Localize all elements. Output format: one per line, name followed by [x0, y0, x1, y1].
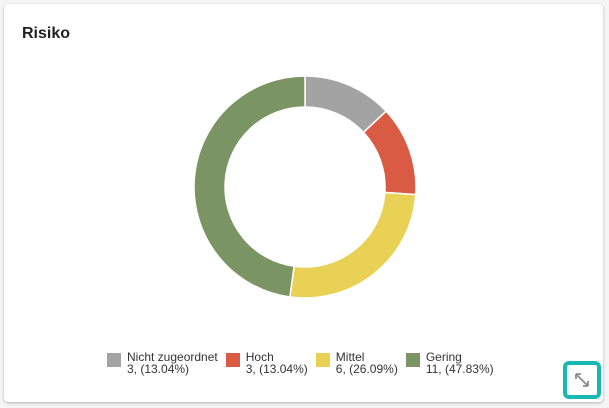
risk-chart-card: Risiko [4, 4, 603, 402]
donut-chart-svg [193, 75, 417, 299]
legend-swatch [225, 353, 240, 367]
expand-arrows-icon [573, 371, 591, 389]
legend-value: 11, (47.83%) [425, 362, 494, 376]
legend-item-mittel[interactable]: Mittel 6, (26.09%) [315, 350, 398, 376]
chart-legend: Nicht zugeordnet 3, (13.04%) Hoch 3, (13… [107, 351, 494, 375]
legend-value: 6, (26.09%) [335, 362, 398, 376]
legend-swatch [405, 353, 420, 367]
legend-value: 3, (13.04%) [127, 362, 190, 376]
legend-label: Hoch [245, 350, 274, 364]
legend-value: 3, (13.04%) [245, 362, 308, 376]
legend-label: Mittel [335, 350, 365, 364]
donut-slice-mittel[interactable] [289, 191, 417, 299]
card-title: Risiko [22, 25, 71, 42]
legend-swatch [107, 353, 121, 367]
legend-swatch [315, 353, 330, 367]
legend-item-hoch[interactable]: Hoch 3, (13.04%) [225, 350, 308, 376]
legend-label: Gering [425, 350, 462, 364]
legend-item-gering[interactable]: Gering 11, (47.83%) [405, 350, 494, 376]
legend-item-nicht-zugeordnet[interactable]: Nicht zugeordnet 3, (13.04%) [107, 351, 218, 375]
expand-button[interactable] [563, 361, 601, 399]
donut-slice-gering[interactable] [193, 75, 306, 298]
donut-chart [193, 75, 417, 299]
legend-label: Nicht zugeordnet [127, 350, 218, 364]
